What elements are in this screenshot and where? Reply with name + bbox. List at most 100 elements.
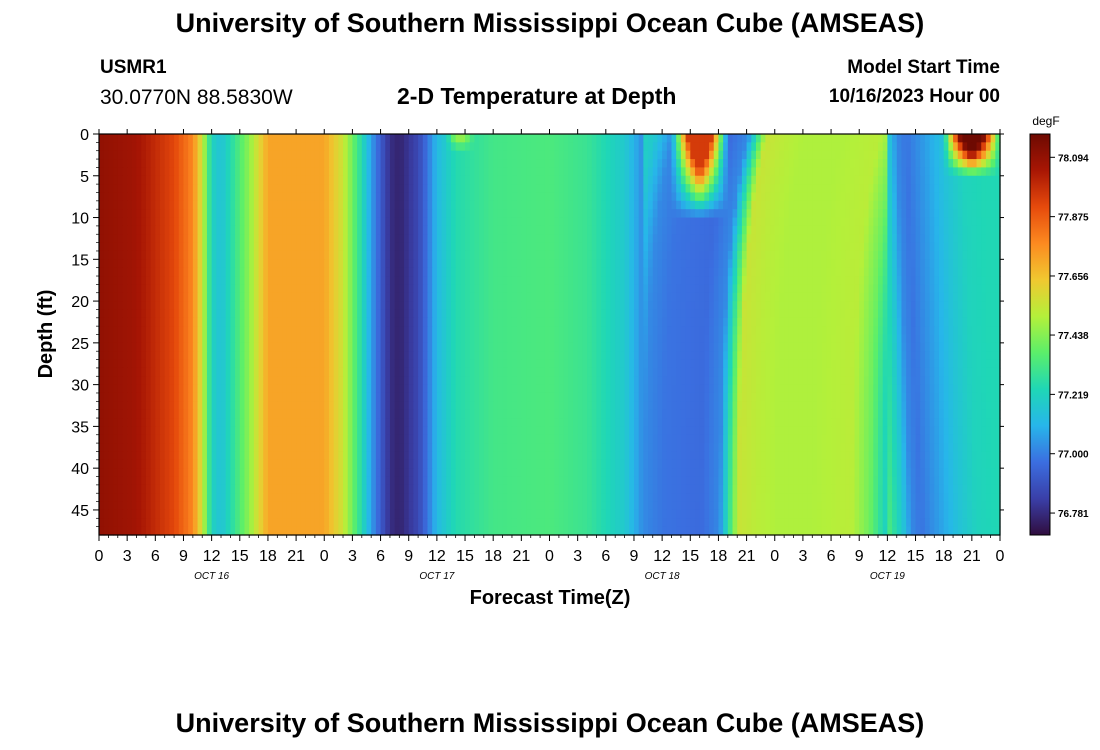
heatmap-cell — [704, 317, 710, 327]
heatmap-cell — [976, 134, 982, 143]
heatmap-cell — [239, 259, 246, 269]
heatmap-cell — [727, 200, 734, 210]
heatmap-cell — [169, 142, 175, 152]
heatmap-cell — [624, 167, 630, 177]
heatmap-cell — [263, 242, 269, 252]
heatmap-cell — [709, 192, 715, 202]
heatmap-cell — [629, 250, 635, 260]
heatmap-cell — [516, 142, 522, 152]
heatmap-cell — [436, 267, 443, 277]
heatmap-cell — [230, 334, 236, 344]
heatmap-cell — [455, 292, 461, 302]
heatmap-cell — [197, 326, 203, 336]
heatmap-cell — [770, 259, 776, 269]
heatmap-cell — [915, 134, 921, 143]
heatmap-cell — [319, 284, 325, 294]
heatmap-cell — [591, 217, 598, 227]
heatmap-cell — [507, 326, 513, 336]
heatmap-cell — [178, 225, 185, 235]
heatmap-cell — [338, 326, 344, 336]
heatmap-cell — [568, 309, 574, 319]
heatmap-cell — [831, 334, 837, 344]
heatmap-cell — [906, 217, 912, 227]
heatmap-cell — [507, 309, 513, 319]
heatmap-cell — [310, 225, 316, 235]
heatmap-cell — [957, 250, 964, 260]
heatmap-cell — [657, 259, 663, 269]
heatmap-cell — [882, 184, 888, 194]
heatmap-cell — [404, 276, 410, 285]
heatmap-cell — [971, 225, 978, 235]
heatmap-cell — [924, 192, 931, 202]
heatmap-cell — [995, 292, 1001, 302]
heatmap-cell — [563, 175, 569, 185]
heatmap-cell — [718, 134, 724, 143]
heatmap-cell — [535, 209, 541, 219]
heatmap-cell — [385, 242, 391, 252]
heatmap-cell — [849, 142, 856, 152]
heatmap-cell — [962, 159, 968, 169]
heatmap-cell — [596, 184, 602, 194]
heatmap-cell — [774, 342, 781, 352]
heatmap-cell — [591, 150, 598, 160]
heatmap-cell — [455, 242, 461, 252]
heatmap-cell — [380, 301, 386, 311]
heatmap-cell — [976, 184, 982, 194]
heatmap-cell — [103, 317, 109, 327]
heatmap-cell — [366, 175, 372, 185]
heatmap-cell — [652, 334, 659, 344]
heatmap-cell — [643, 276, 649, 285]
heatmap-cell — [502, 175, 508, 185]
heatmap-cell — [774, 334, 781, 344]
heatmap-cell — [394, 217, 400, 227]
heatmap-cell — [502, 234, 508, 244]
heatmap-cell — [985, 317, 992, 327]
heatmap-cell — [896, 175, 903, 185]
heatmap-cell — [197, 150, 203, 160]
heatmap-cell — [704, 217, 710, 227]
heatmap-cell — [587, 317, 593, 327]
heatmap-cell — [774, 267, 781, 277]
heatmap-cell — [737, 159, 743, 169]
heatmap-cell — [300, 225, 307, 235]
heatmap-cell — [310, 192, 316, 202]
heatmap-cell — [971, 134, 978, 143]
heatmap-cell — [953, 267, 959, 277]
heatmap-cell — [971, 234, 978, 244]
heatmap-cell — [127, 317, 133, 327]
heatmap-cell — [277, 167, 283, 177]
heatmap-cell — [995, 250, 1001, 260]
heatmap-cell — [868, 175, 874, 185]
heatmap-cell — [587, 259, 593, 269]
heatmap-cell — [765, 276, 771, 285]
heatmap-cell — [544, 334, 551, 344]
heatmap-cell — [389, 192, 396, 202]
heatmap-cell — [831, 134, 837, 143]
heatmap-cell — [995, 175, 1001, 185]
heatmap-cell — [741, 250, 748, 260]
heatmap-cell — [413, 175, 419, 185]
heatmap-cell — [929, 167, 935, 177]
heatmap-cell — [300, 159, 307, 169]
heatmap-cell — [502, 142, 508, 152]
heatmap-cell — [971, 301, 978, 311]
heatmap-cell — [558, 184, 565, 194]
heatmap-cell — [178, 184, 185, 194]
heatmap-cell — [840, 184, 846, 194]
heatmap-cell — [746, 317, 752, 327]
heatmap-cell — [582, 326, 588, 336]
heatmap-cell — [474, 284, 480, 294]
heatmap-cell — [938, 292, 945, 302]
heatmap-cell — [380, 209, 386, 219]
heatmap-cell — [662, 259, 668, 269]
heatmap-cell — [202, 134, 208, 143]
heatmap-cell — [361, 167, 368, 177]
heatmap-cell — [296, 209, 302, 219]
heatmap-cell — [680, 184, 687, 194]
heatmap-cell — [272, 175, 278, 185]
heatmap-cell — [507, 134, 513, 143]
heatmap-cell — [183, 234, 189, 244]
heatmap-cell — [737, 301, 743, 311]
heatmap-cell — [314, 184, 321, 194]
heatmap-cell — [605, 217, 612, 227]
